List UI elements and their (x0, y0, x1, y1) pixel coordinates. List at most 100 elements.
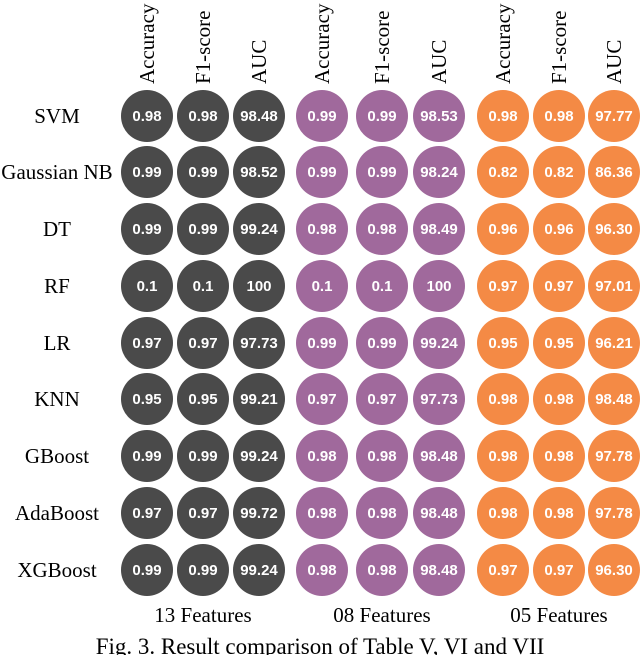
cell-value: 99.24 (420, 335, 458, 352)
cell-value: 0.99 (132, 221, 161, 238)
value-circle (177, 487, 229, 539)
result-cell: 0.98 (533, 373, 585, 425)
cell-value: 97.73 (420, 391, 458, 408)
value-circle (533, 487, 585, 539)
result-cell: 98.24 (413, 146, 465, 198)
result-cell: 98.48 (413, 430, 465, 482)
result-cell: 0.1 (177, 260, 229, 312)
cell-value: 97.78 (595, 448, 633, 465)
cell-value: 97.77 (595, 108, 633, 125)
row-label: AdaBoost (15, 501, 99, 525)
cell-value: 0.98 (132, 108, 161, 125)
row-label: GBoost (25, 444, 89, 468)
cell-value: 0.1 (312, 278, 333, 295)
result-cell: 0.98 (296, 487, 348, 539)
value-circle (588, 90, 640, 142)
value-circle (296, 544, 348, 596)
row-label: XGBoost (17, 558, 97, 582)
value-circle (477, 146, 529, 198)
value-circle (296, 260, 348, 312)
value-circle (121, 260, 173, 312)
value-circle (233, 317, 285, 369)
cell-value: 0.97 (188, 335, 217, 352)
value-circle (588, 430, 640, 482)
result-cell: 0.97 (533, 260, 585, 312)
value-circle (533, 203, 585, 255)
value-circle (588, 203, 640, 255)
result-cell: 99.24 (413, 317, 465, 369)
cell-value: 99.72 (240, 505, 278, 522)
cell-value: 0.97 (488, 562, 517, 579)
row-label: LR (44, 331, 71, 355)
result-cell: 0.99 (296, 317, 348, 369)
value-circle (413, 146, 465, 198)
value-circle (413, 317, 465, 369)
value-circle (477, 487, 529, 539)
cell-value: 0.97 (488, 278, 517, 295)
result-cell: 0.96 (477, 203, 529, 255)
result-cell: 0.97 (533, 544, 585, 596)
result-cell: 98.48 (588, 373, 640, 425)
result-cell: 98.53 (413, 90, 465, 142)
cell-value: 0.95 (132, 391, 161, 408)
value-circle (177, 430, 229, 482)
cell-value: 0.99 (307, 335, 336, 352)
result-cell: 0.99 (177, 430, 229, 482)
cell-value: 0.97 (367, 391, 396, 408)
value-circle (588, 317, 640, 369)
value-circle (296, 373, 348, 425)
cell-value: 0.99 (188, 448, 217, 465)
cell-value: 97.01 (595, 278, 633, 295)
value-circle (121, 544, 173, 596)
value-circle (477, 90, 529, 142)
result-cell: 0.99 (177, 146, 229, 198)
result-cell: 0.99 (121, 430, 173, 482)
value-circle (533, 260, 585, 312)
cell-value: 0.99 (132, 562, 161, 579)
result-cell: 0.98 (296, 203, 348, 255)
value-circle (233, 90, 285, 142)
value-circle (356, 317, 408, 369)
value-circle (477, 373, 529, 425)
row-label: SVM (34, 104, 80, 128)
cell-value: 0.99 (307, 164, 336, 181)
result-cell: 96.30 (588, 203, 640, 255)
cell-value: 98.49 (420, 221, 458, 238)
cell-value: 0.99 (188, 562, 217, 579)
value-circle (296, 146, 348, 198)
result-cell: 98.48 (233, 90, 285, 142)
value-circle (233, 373, 285, 425)
result-cell: 98.49 (413, 203, 465, 255)
result-cell: 0.82 (477, 146, 529, 198)
column-header-accuracy: Accuracy (491, 3, 515, 84)
value-circle (356, 373, 408, 425)
column-header-f1-score: F1-score (191, 11, 215, 84)
cell-value: 99.24 (240, 562, 278, 579)
cell-value: 0.1 (137, 278, 158, 295)
cell-value: 99.24 (240, 448, 278, 465)
cell-value: 100 (246, 278, 271, 295)
result-cell: 0.1 (356, 260, 408, 312)
value-circle (233, 146, 285, 198)
value-circle (413, 487, 465, 539)
cell-value: 98.24 (420, 164, 458, 181)
result-cell: 99.21 (233, 373, 285, 425)
result-cell: 0.98 (296, 430, 348, 482)
result-cell: 0.98 (477, 487, 529, 539)
cell-value: 0.98 (307, 505, 336, 522)
result-cell: 0.95 (121, 373, 173, 425)
group-label: 05 Features (510, 603, 607, 627)
cell-value: 98.48 (420, 562, 458, 579)
cell-value: 0.98 (544, 505, 573, 522)
column-header-f1-score: F1-score (547, 11, 571, 84)
value-circle (177, 544, 229, 596)
value-circle (121, 430, 173, 482)
cell-value: 0.98 (367, 448, 396, 465)
column-header-accuracy: Accuracy (135, 3, 159, 84)
value-circle (413, 544, 465, 596)
result-cell: 0.99 (296, 90, 348, 142)
value-circle (413, 90, 465, 142)
cell-value: 0.99 (132, 164, 161, 181)
cell-value: 0.82 (544, 164, 573, 181)
